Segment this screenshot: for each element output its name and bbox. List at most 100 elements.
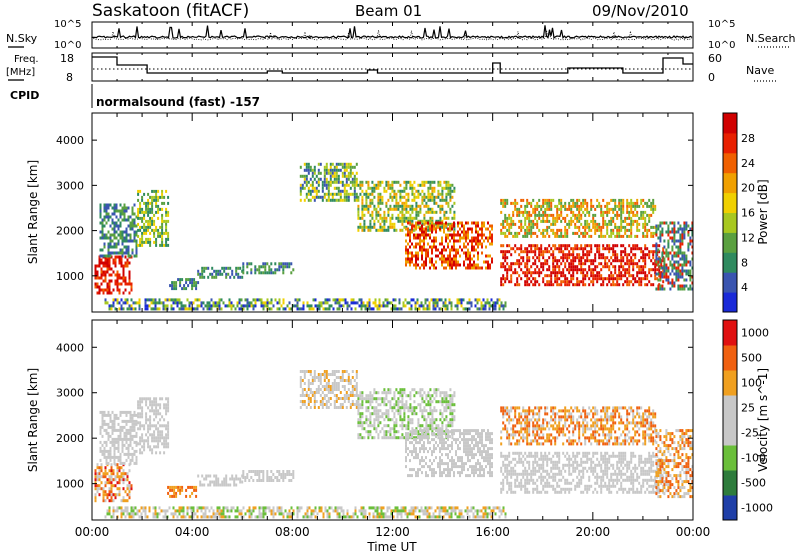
velocity-cell: [393, 427, 395, 430]
power-cell: [310, 166, 312, 169]
power-cell: [471, 258, 473, 261]
power-cell: [516, 235, 518, 238]
power-colorbar-segment-3: [723, 232, 737, 252]
power-cell: [324, 169, 326, 172]
power-cell: [578, 226, 580, 229]
power-cell: [155, 211, 157, 214]
velocity-cell: [159, 430, 161, 433]
power-cell: [477, 267, 479, 270]
power-cell: [383, 214, 385, 217]
velocity-cell: [246, 476, 248, 479]
power-cell: [588, 226, 590, 229]
power-cell: [685, 261, 687, 264]
power-cell: [338, 175, 340, 178]
power-cell: [572, 250, 574, 253]
velocity-cell: [114, 459, 116, 462]
power-cell: [489, 307, 491, 310]
power-cell: [536, 223, 538, 226]
power-cell: [646, 283, 648, 286]
power-cell: [113, 271, 115, 274]
power-cell: [534, 232, 536, 235]
power-cell: [102, 222, 104, 225]
power-cell: [413, 246, 415, 249]
power-cell: [689, 261, 691, 264]
power-cell: [467, 267, 469, 270]
power-cell: [106, 213, 108, 216]
velocity-cell: [127, 484, 129, 487]
velocity-cell: [352, 394, 354, 397]
power-cell: [544, 247, 546, 250]
power-cell: [221, 267, 223, 270]
velocity-cell: [387, 400, 389, 403]
power-cell: [600, 232, 602, 235]
power-colorbar-tick-2: 12: [741, 231, 755, 244]
power-cell: [556, 235, 558, 238]
velocity-cell: [101, 481, 103, 484]
power-cell: [618, 235, 620, 238]
power-cell: [576, 253, 578, 256]
velocity-cell: [361, 391, 363, 394]
power-cell: [568, 244, 570, 247]
power-cell: [506, 220, 508, 223]
power-cell: [677, 231, 679, 234]
power-cell: [506, 223, 508, 226]
power-cell: [110, 252, 112, 255]
velocity-cell: [397, 403, 399, 406]
power-cell: [126, 228, 128, 231]
power-cell: [179, 298, 181, 301]
power-cell: [594, 232, 596, 235]
power-cell: [260, 271, 262, 274]
velocity-cell: [401, 427, 403, 430]
power-cell: [562, 205, 564, 208]
velocity-cell: [115, 493, 117, 496]
power-cell: [661, 228, 663, 231]
power-cell: [685, 258, 687, 261]
power-cell: [427, 234, 429, 237]
velocity-cell: [193, 489, 195, 492]
velocity-cell: [385, 415, 387, 418]
velocity-cell: [316, 391, 318, 394]
velocity-cell: [101, 487, 103, 490]
power-cell: [469, 301, 471, 304]
power-cell: [381, 196, 383, 199]
power-cell: [365, 196, 367, 199]
velocity-cell: [302, 379, 304, 382]
velocity-cell: [320, 403, 322, 406]
power-cell: [139, 217, 141, 220]
velocity-cell: [141, 433, 143, 436]
power-cell: [344, 184, 346, 187]
power-cell: [121, 304, 123, 307]
velocity-cell: [114, 441, 116, 444]
power-cell: [652, 205, 654, 208]
velocity-cell: [403, 391, 405, 394]
power-cell: [632, 268, 634, 271]
power-cell: [119, 262, 121, 265]
power-cell: [261, 298, 263, 301]
power-cell: [419, 222, 421, 225]
power-cell: [502, 277, 504, 280]
power-cell: [473, 255, 475, 258]
power-cell: [423, 199, 425, 202]
velocity-cell: [427, 424, 429, 427]
power-cell: [604, 223, 606, 226]
velocity-cell: [326, 388, 328, 391]
velocity-cell: [350, 406, 352, 409]
velocity-cell: [328, 385, 330, 388]
power-cell: [677, 249, 679, 252]
power-cell: [663, 252, 665, 255]
velocity-cell: [116, 414, 118, 417]
power-cell: [120, 231, 122, 234]
power-cell: [391, 187, 393, 190]
power-cell: [572, 232, 574, 235]
power-cell: [322, 196, 324, 199]
velocity-cell: [151, 424, 153, 427]
power-cell: [632, 247, 634, 250]
power-cell: [411, 304, 413, 307]
power-cell: [361, 226, 363, 229]
velocity-cell: [153, 430, 155, 433]
power-cell: [644, 211, 646, 214]
power-cell: [330, 193, 332, 196]
power-cell: [433, 264, 435, 267]
power-cell: [337, 301, 339, 304]
velocity-cell: [302, 370, 304, 373]
